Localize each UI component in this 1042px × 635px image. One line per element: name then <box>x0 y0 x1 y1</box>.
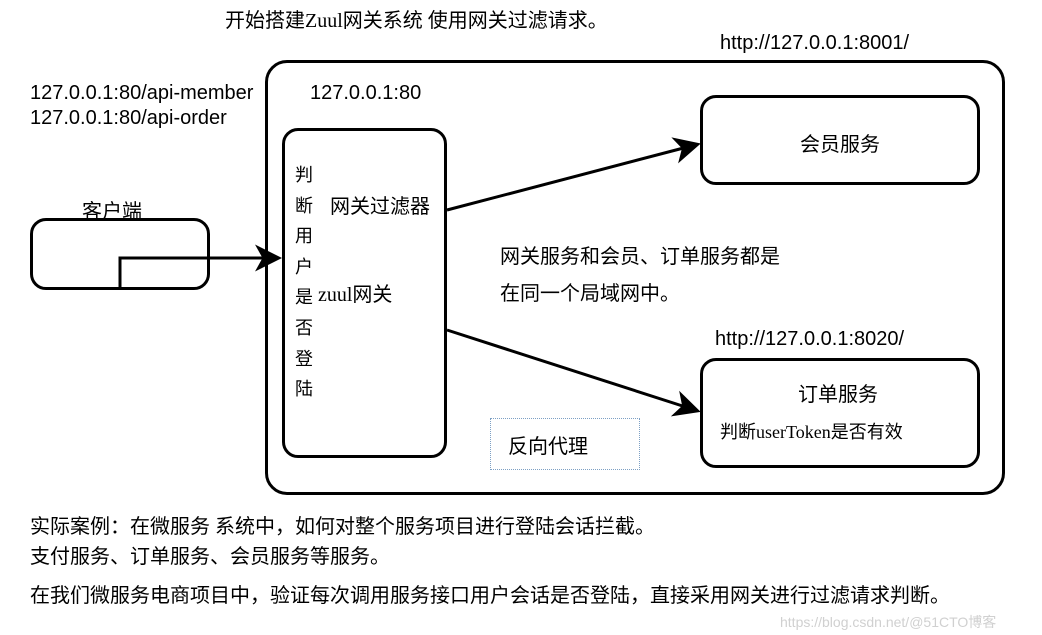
order-service-sub: 判断userToken是否有效 <box>720 418 903 444</box>
client-api-1: 127.0.0.1:80/api-member <box>30 82 253 105</box>
order-service-box <box>700 358 980 468</box>
gateway-filter-label: 网关过滤器 <box>330 190 430 219</box>
order-url: http://127.0.0.1:8020/ <box>715 328 904 351</box>
lan-note-line1: 网关服务和会员、订单服务都是 <box>500 240 780 269</box>
gateway-side-text: 判断用户是否登陆 <box>295 160 315 405</box>
diagram-title: 开始搭建Zuul网关系统 使用网关过滤请求。 <box>225 4 608 33</box>
member-service-label: 会员服务 <box>800 128 880 157</box>
footer-line-1: 实际案例：在微服务 系统中，如何对整个服务项目进行登陆会话拦截。 <box>30 510 655 539</box>
footer-line-3: 在我们微服务电商项目中，验证每次调用服务接口用户会话是否登陆，直接采用网关进行过… <box>30 582 1010 610</box>
order-service-label: 订单服务 <box>798 378 878 407</box>
client-api-2: 127.0.0.1:80/api-order <box>30 107 253 130</box>
reverse-proxy-label: 反向代理 <box>508 430 588 459</box>
gateway-host: 127.0.0.1:80 <box>310 82 421 105</box>
watermark: https://blog.csdn.net/@51CTO博客 <box>780 612 996 632</box>
lan-note: 网关服务和会员、订单服务都是 在同一个局域网中。 <box>500 240 780 306</box>
client-api-block: 127.0.0.1:80/api-member 127.0.0.1:80/api… <box>30 82 253 130</box>
lan-note-line2: 在同一个局域网中。 <box>500 277 780 306</box>
client-box <box>30 218 210 290</box>
member-url: http://127.0.0.1:8001/ <box>720 32 909 55</box>
gateway-name: zuul网关 <box>318 278 392 307</box>
footer-line-2: 支付服务、订单服务、会员服务等服务。 <box>30 540 390 569</box>
